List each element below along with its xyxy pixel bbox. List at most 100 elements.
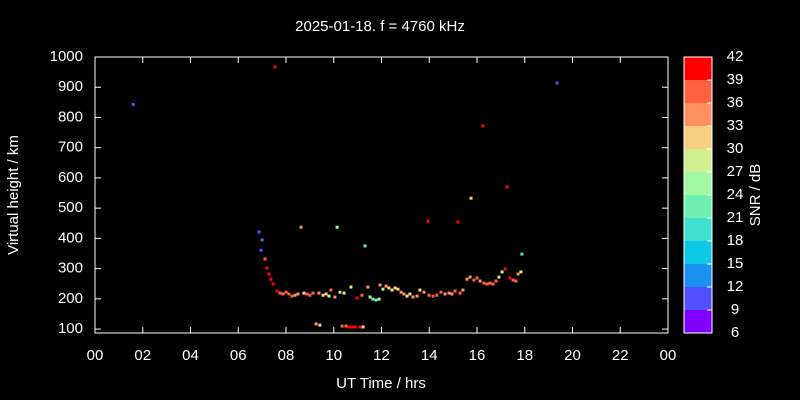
data-point — [390, 288, 394, 292]
data-point — [494, 279, 498, 283]
colorbar-tick-label: 33 — [727, 117, 744, 134]
colorbar-segment — [684, 287, 712, 310]
colorbar-segment — [684, 172, 712, 195]
colorbar-tick-label: 27 — [727, 163, 744, 180]
y-tick-label: 400 — [58, 229, 83, 246]
data-point — [338, 290, 342, 294]
data-point — [505, 185, 509, 189]
colorbar-segment — [684, 149, 712, 172]
data-point — [426, 219, 430, 223]
data-point — [475, 276, 479, 280]
data-point — [321, 293, 325, 297]
x-tick-label: 10 — [325, 347, 342, 364]
y-tick-label: 200 — [58, 290, 83, 307]
data-point — [275, 289, 279, 293]
data-point — [302, 291, 306, 295]
data-point — [267, 272, 271, 276]
data-point — [344, 324, 348, 328]
y-tick-label: 900 — [58, 78, 83, 95]
data-point — [497, 275, 501, 279]
colorbar-tick-label: 15 — [727, 255, 744, 272]
data-point — [284, 290, 288, 294]
data-point — [396, 287, 400, 291]
data-point — [347, 325, 351, 329]
data-point — [324, 292, 328, 296]
data-point — [259, 248, 263, 252]
data-point — [481, 124, 485, 128]
data-point — [411, 295, 415, 299]
data-point — [263, 257, 267, 261]
data-point — [377, 297, 381, 301]
data-point — [349, 285, 353, 289]
data-point — [353, 325, 357, 329]
colorbar-tick-label: 21 — [727, 209, 744, 226]
data-point — [293, 293, 297, 297]
data-point — [431, 294, 435, 298]
data-point — [450, 292, 454, 296]
chart-title: 2025-01-18. f = 4760 kHz — [295, 18, 465, 35]
x-tick-label: 02 — [134, 347, 151, 364]
data-point — [393, 286, 397, 290]
data-point — [305, 292, 309, 296]
data-point — [468, 275, 472, 279]
data-point — [350, 325, 354, 329]
data-point — [378, 283, 382, 287]
y-tick-label: 800 — [58, 108, 83, 125]
colorbar-segment — [684, 57, 712, 80]
data-point — [358, 325, 362, 329]
colorbar-segment — [684, 310, 712, 333]
data-point — [314, 322, 318, 326]
data-point — [290, 294, 294, 298]
data-point — [384, 284, 388, 288]
x-tick-label: 08 — [278, 347, 295, 364]
data-point — [418, 288, 422, 292]
data-point — [381, 287, 385, 291]
y-tick-label: 500 — [58, 199, 83, 216]
data-point — [318, 323, 322, 327]
data-point — [387, 286, 391, 290]
data-point — [508, 276, 512, 280]
data-point — [271, 282, 275, 286]
data-point — [478, 279, 482, 283]
data-point — [273, 65, 277, 69]
x-axis-label: UT Time / hrs — [336, 375, 426, 392]
data-point — [281, 292, 285, 296]
y-tick-label: 300 — [58, 260, 83, 277]
data-point — [511, 278, 515, 282]
colorbar-segment — [684, 218, 712, 241]
data-point — [439, 290, 443, 294]
data-point — [363, 244, 367, 248]
data-point — [472, 278, 476, 282]
colorbar-tick-label: 36 — [727, 94, 744, 111]
data-point — [371, 297, 375, 301]
y-tick-label: 600 — [58, 169, 83, 186]
data-point — [405, 294, 409, 298]
data-point — [491, 282, 495, 286]
data-point — [260, 238, 264, 242]
data-point — [514, 279, 518, 283]
colorbar-segment — [684, 103, 712, 126]
y-tick-label: 700 — [58, 139, 83, 156]
data-point — [360, 293, 364, 297]
data-point — [278, 291, 282, 295]
y-tick-label: 100 — [58, 320, 83, 337]
colorbar-segment — [684, 241, 712, 264]
data-point — [361, 325, 365, 329]
data-point — [485, 282, 489, 286]
data-point — [296, 292, 300, 296]
data-point — [516, 272, 520, 276]
data-point — [488, 281, 492, 285]
data-point — [374, 298, 378, 302]
data-point — [131, 102, 135, 106]
data-point — [461, 288, 465, 292]
x-tick-label: 14 — [421, 347, 438, 364]
data-point — [415, 294, 419, 298]
x-tick-label: 00 — [660, 347, 677, 364]
data-point — [342, 291, 346, 295]
data-point — [453, 289, 457, 293]
data-point — [447, 291, 451, 295]
y-tick-label: 1000 — [50, 48, 83, 65]
y-axis-label: Virtual height / km — [5, 135, 22, 255]
x-tick-label: 22 — [612, 347, 629, 364]
